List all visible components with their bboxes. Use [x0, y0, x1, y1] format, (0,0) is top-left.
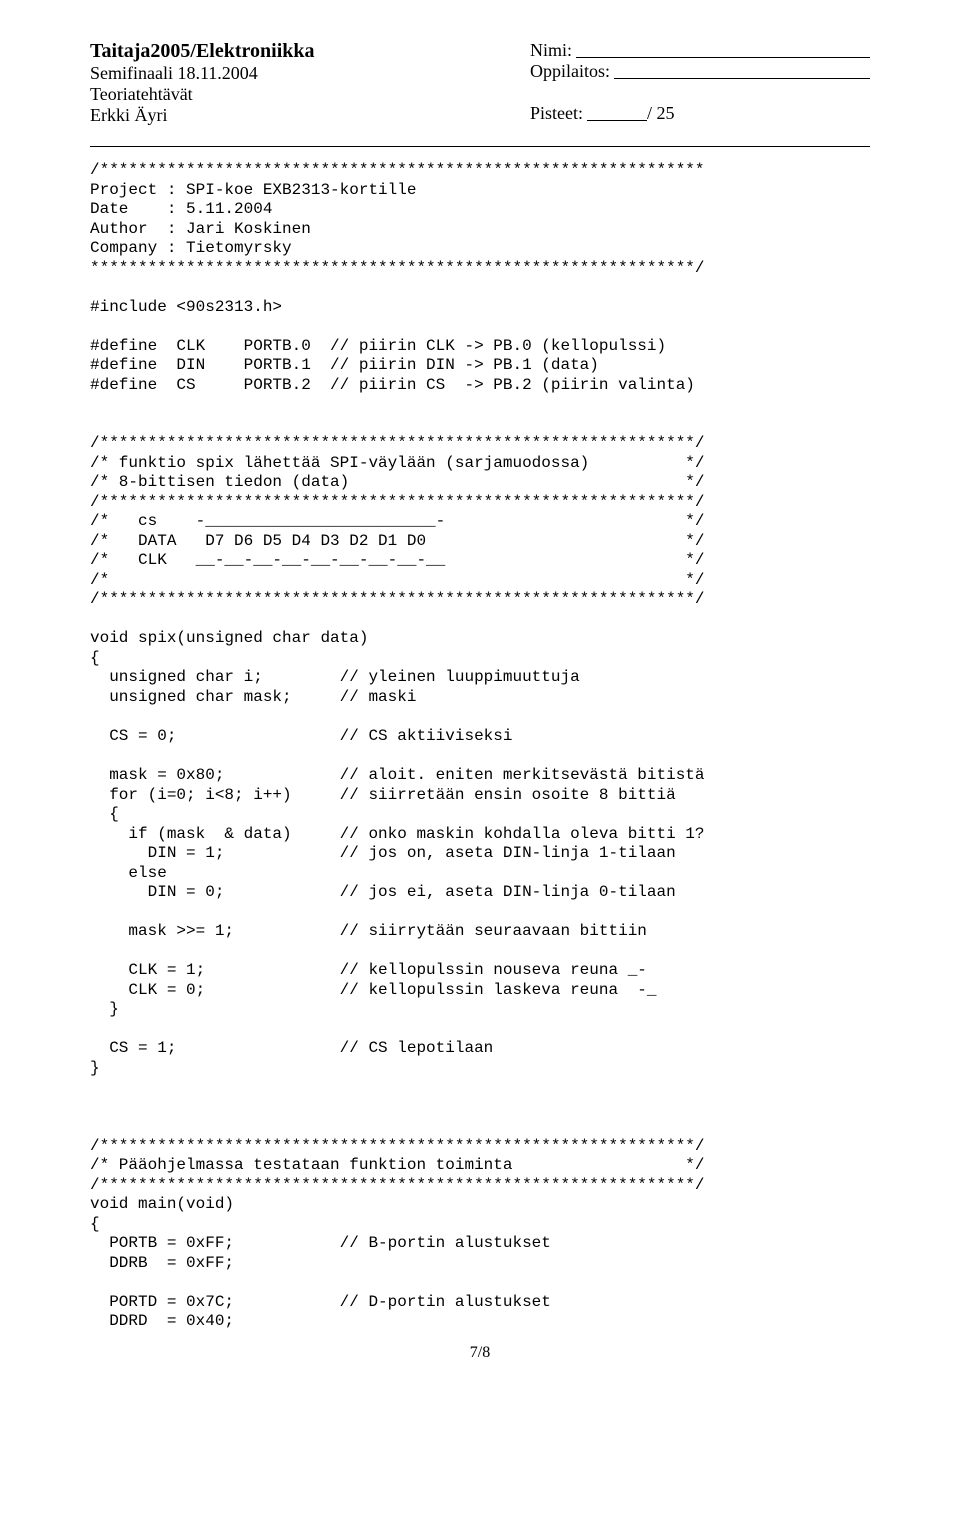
- pisteet-row: Pisteet: / 25: [530, 103, 870, 124]
- nimi-row: Nimi:: [530, 40, 870, 61]
- pisteet-blank: [587, 120, 647, 121]
- spacer-row: [530, 82, 870, 103]
- subtitle-line-3: Teoriatehtävät: [90, 84, 315, 105]
- document-header: Taitaja2005/Elektroniikka Semifinaali 18…: [90, 40, 870, 126]
- pisteet-suffix: / 25: [647, 103, 675, 124]
- oppilaitos-row: Oppilaitos:: [530, 61, 870, 82]
- page-number: 7/8: [90, 1344, 870, 1362]
- nimi-label: Nimi:: [530, 40, 572, 61]
- header-left: Taitaja2005/Elektroniikka Semifinaali 18…: [90, 40, 315, 126]
- header-right: Nimi: Oppilaitos: Pisteet: / 25: [530, 40, 870, 126]
- code-block: /***************************************…: [90, 161, 870, 1332]
- subtitle-line-4: Erkki Äyri: [90, 105, 315, 126]
- title: Taitaja2005/Elektroniikka: [90, 40, 315, 63]
- oppilaitos-blank: [614, 78, 870, 79]
- nimi-blank: [576, 57, 870, 58]
- subtitle-line-2: Semifinaali 18.11.2004: [90, 63, 315, 84]
- pisteet-label: Pisteet:: [530, 103, 583, 124]
- page: Taitaja2005/Elektroniikka Semifinaali 18…: [0, 0, 960, 1382]
- oppilaitos-label: Oppilaitos:: [530, 61, 610, 82]
- header-divider: [90, 146, 870, 147]
